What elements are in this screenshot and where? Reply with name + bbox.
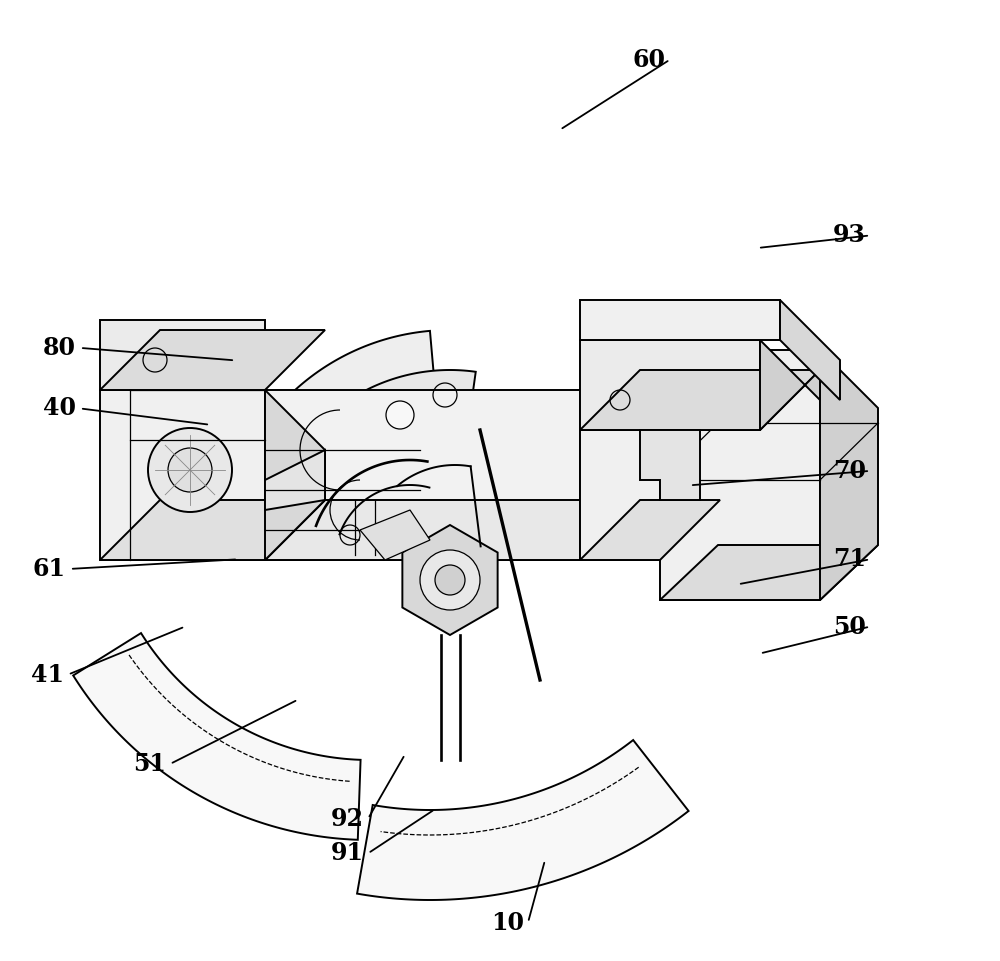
Polygon shape — [640, 430, 700, 500]
Polygon shape — [580, 370, 820, 430]
Polygon shape — [100, 320, 265, 390]
Text: 92: 92 — [331, 807, 364, 830]
Text: 40: 40 — [43, 397, 76, 420]
Polygon shape — [760, 340, 820, 430]
Circle shape — [148, 428, 232, 512]
Polygon shape — [265, 500, 640, 560]
Text: 91: 91 — [331, 842, 364, 865]
Polygon shape — [580, 500, 720, 560]
Polygon shape — [360, 510, 430, 560]
Text: 51: 51 — [133, 752, 166, 776]
Polygon shape — [265, 390, 325, 560]
Polygon shape — [660, 545, 878, 600]
Circle shape — [386, 401, 414, 429]
Text: 70: 70 — [833, 459, 866, 482]
Text: 80: 80 — [43, 336, 76, 359]
Polygon shape — [820, 350, 878, 600]
Text: 71: 71 — [833, 548, 866, 571]
Polygon shape — [100, 390, 265, 560]
Text: 61: 61 — [33, 557, 66, 580]
Polygon shape — [100, 500, 325, 560]
Polygon shape — [73, 633, 361, 840]
Polygon shape — [265, 390, 580, 560]
Polygon shape — [402, 525, 498, 635]
Polygon shape — [580, 430, 660, 560]
Text: 10: 10 — [491, 911, 524, 934]
Polygon shape — [580, 340, 760, 430]
Polygon shape — [100, 330, 325, 390]
Text: 41: 41 — [31, 663, 64, 686]
Polygon shape — [780, 300, 840, 400]
Polygon shape — [580, 390, 640, 560]
Polygon shape — [228, 331, 436, 519]
Circle shape — [435, 565, 465, 595]
Polygon shape — [580, 300, 780, 340]
Circle shape — [168, 448, 212, 492]
Circle shape — [420, 550, 480, 610]
Polygon shape — [282, 370, 476, 503]
Polygon shape — [357, 740, 689, 900]
Text: 60: 60 — [633, 48, 666, 71]
Text: 50: 50 — [833, 615, 866, 638]
Text: 93: 93 — [833, 224, 866, 247]
Polygon shape — [265, 450, 325, 510]
Polygon shape — [660, 350, 820, 600]
